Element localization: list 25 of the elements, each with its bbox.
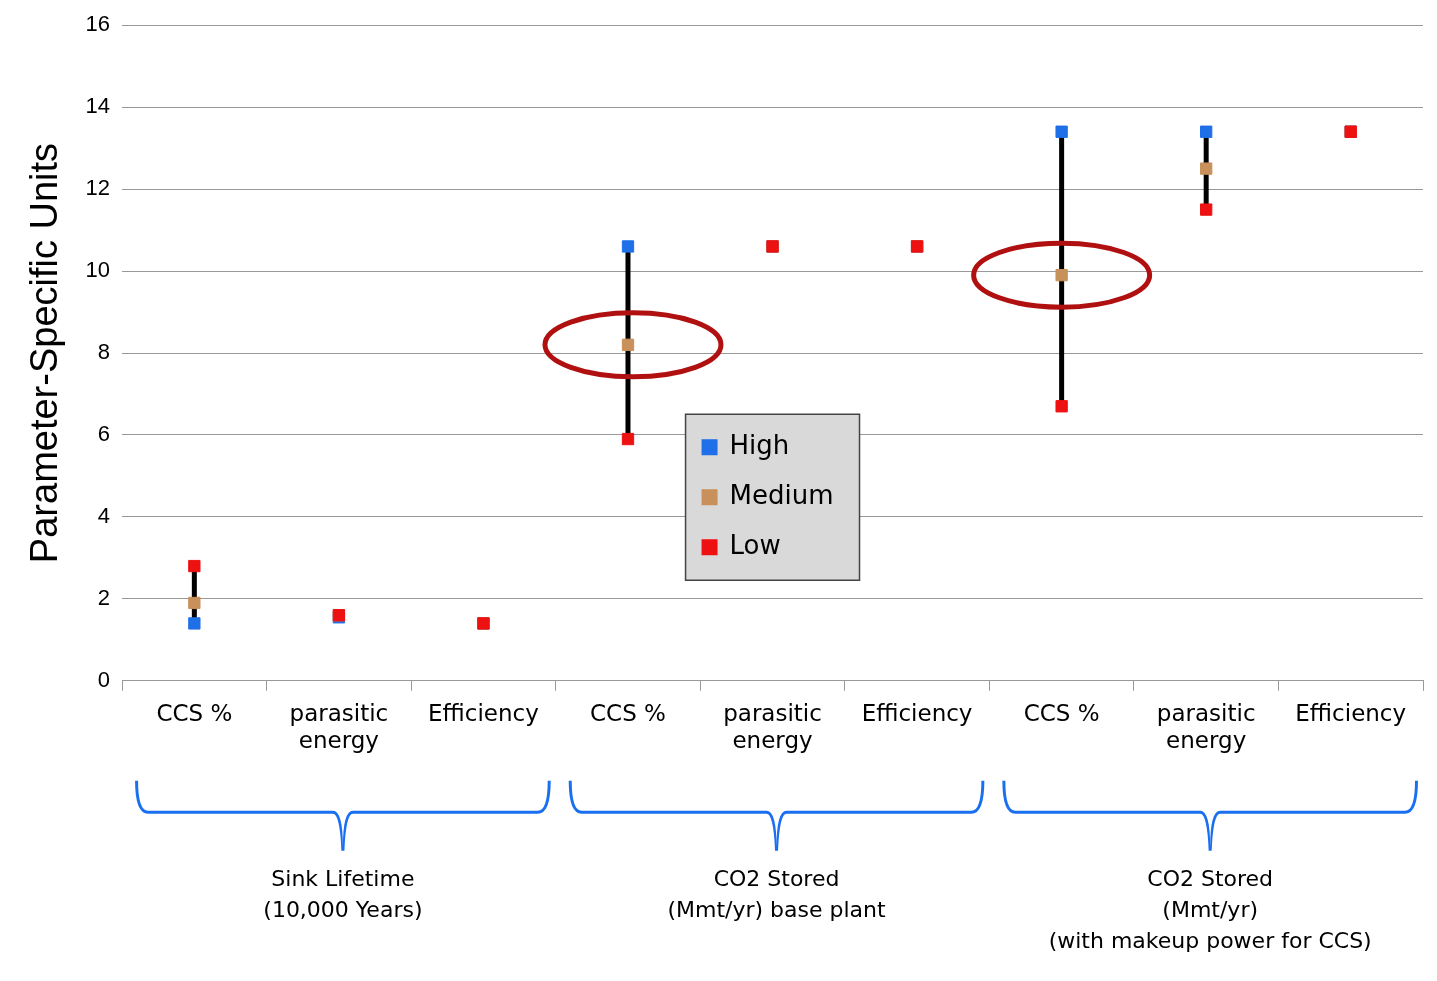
y-tick-label: 12 [85, 175, 111, 201]
x-tick-label: Efficiency [428, 699, 539, 726]
y-tick-label: 0 [97, 666, 111, 692]
y-tick-label: 8 [97, 339, 111, 365]
y-tick-label: 16 [85, 11, 111, 37]
text: CO2 Stored (Mmt/yr) (with makeup power for CCS) [1048, 864, 1372, 955]
legend-label: Medium [729, 479, 834, 510]
y-tick-label: 10 [85, 257, 111, 283]
y-tick-label: 14 [85, 93, 111, 119]
y-tick-label: 4 [97, 502, 111, 528]
text: CO2 Stored (Mmt/yr) base plant [667, 864, 886, 924]
y-tick-label: 2 [97, 584, 111, 610]
text: Sink Lifetime (10,000 Years) [263, 864, 423, 924]
x-tick-label: parasitic energy [723, 699, 822, 754]
legend-label: High [729, 429, 790, 460]
y-axis-title: Parameter-Specific Units [23, 142, 66, 564]
x-tick-label: Efficiency [861, 699, 973, 726]
y-tick-label: 6 [97, 421, 111, 447]
x-tick-label: CCS % [156, 699, 233, 726]
x-tick-label: parasitic energy [1156, 699, 1256, 754]
x-tick-label: CCS % [590, 699, 666, 726]
legend-label: Low [729, 529, 781, 560]
x-tick-label: parasitic energy [289, 699, 389, 754]
x-tick-label: Efficiency [1295, 699, 1407, 726]
x-tick-label: CCS % [1023, 699, 1100, 726]
